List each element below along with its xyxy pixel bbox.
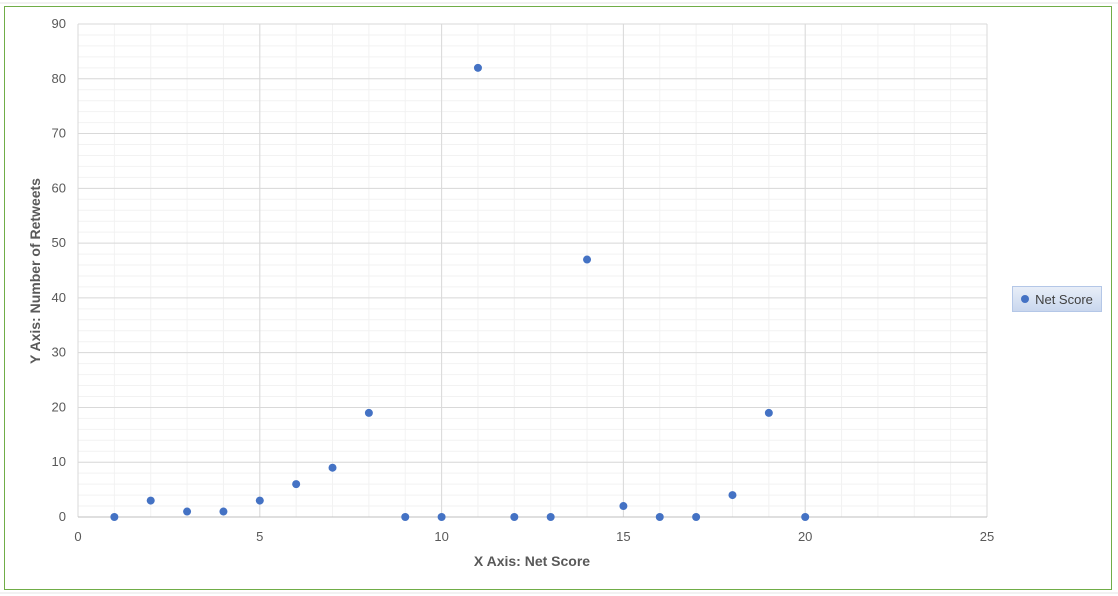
data-point[interactable] [328,463,337,472]
minor-gridlines [77,23,988,518]
data-point[interactable] [473,63,482,72]
data-point[interactable] [764,408,773,417]
data-point[interactable] [801,513,810,521]
y-tick-label: 70 [52,126,66,141]
x-tick-label: 10 [434,529,448,544]
y-tick-label: 60 [52,180,66,195]
data-point[interactable] [728,491,737,500]
x-tick-label: 5 [256,529,263,544]
data-points [110,63,810,521]
y-axis-title: Y Axis: Number of Retweets [27,178,43,364]
y-tick-label: 0 [59,509,66,524]
y-tick-label: 10 [52,454,66,469]
y-tick-label: 80 [52,71,66,86]
data-point[interactable] [146,496,155,505]
y-tick-label: 90 [52,16,66,31]
data-point[interactable] [183,507,192,516]
legend-marker-icon [1021,295,1030,303]
x-tick-label: 0 [74,529,81,544]
y-tick-label: 50 [52,235,66,250]
data-point[interactable] [401,513,410,521]
data-point[interactable] [655,513,664,521]
data-point[interactable] [692,513,701,521]
x-tick-label: 25 [980,529,994,544]
data-point[interactable] [510,513,519,521]
legend[interactable]: Net Score [1012,286,1102,312]
legend-entry-net-score: Net Score [1035,291,1093,307]
major-gridlines [77,23,988,518]
data-point[interactable] [292,480,301,489]
y-tick-label: 30 [52,345,66,360]
data-point[interactable] [619,502,628,511]
y-tick-label: 20 [52,399,66,414]
x-tick-label: 15 [616,529,630,544]
x-axis-title: X Axis: Net Score [474,553,590,569]
data-point[interactable] [219,507,228,516]
y-axis-ticks: 0 10 20 30 40 50 60 70 80 90 [52,16,66,524]
x-tick-label: 20 [798,529,812,544]
x-axis-ticks: 0 5 10 15 20 25 [74,529,994,544]
data-point[interactable] [546,513,555,521]
y-tick-label: 40 [52,290,66,305]
data-point[interactable] [437,513,446,521]
data-point[interactable] [110,513,119,521]
data-point[interactable] [583,255,592,264]
data-point[interactable] [255,496,264,505]
data-point[interactable] [364,408,373,417]
